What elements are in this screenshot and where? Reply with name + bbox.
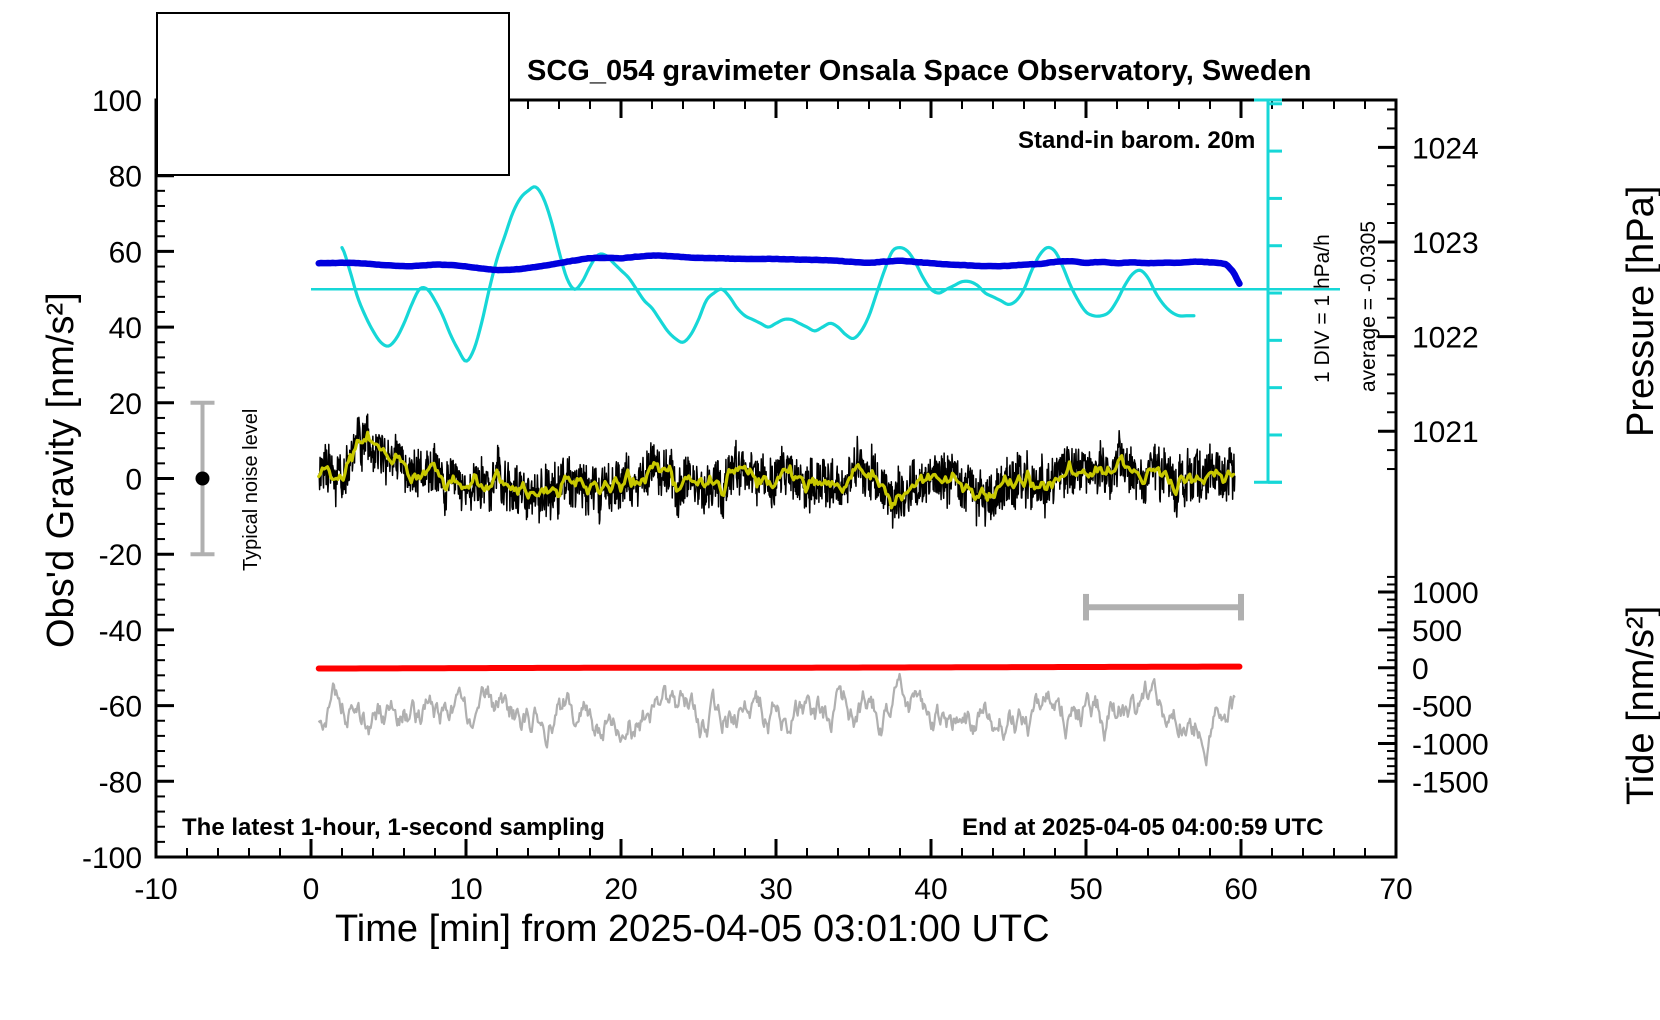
- x-tick-label: 10: [449, 873, 482, 906]
- x-tick-label: 60: [1224, 873, 1257, 906]
- y-tick-label: 80: [109, 161, 142, 194]
- page-title: SCG_054 gravimeter Onsala Space Observat…: [527, 55, 1312, 87]
- right-tide-tick-label: -1000: [1412, 728, 1489, 761]
- y-tick-label: -80: [99, 766, 142, 799]
- series-last-10-min: [317, 672, 1236, 767]
- annotation-typical-noise: Typical noise level: [240, 408, 262, 571]
- right-tide-tick-label: -500: [1412, 691, 1472, 724]
- annotation-end-time: End at 2025-04-05 04:00:59 UTC: [962, 814, 1324, 841]
- right-tide-tick-label: 500: [1412, 615, 1462, 648]
- axis-title-bottom: Time [min] from 2025-04-05 03:01:00 UTC: [335, 908, 1050, 950]
- right-pressure-tick-label: 1021: [1412, 416, 1479, 449]
- y-tick-label: 0: [125, 464, 142, 497]
- y-tick-label: -60: [99, 691, 142, 724]
- x-tick-label: 30: [759, 873, 792, 906]
- x-tick-label: 70: [1379, 873, 1412, 906]
- x-tick-label: 40: [914, 873, 947, 906]
- y-tick-label: 40: [109, 312, 142, 345]
- right-pressure-tick-label: 1022: [1412, 322, 1479, 355]
- x-tick-label: 0: [303, 873, 320, 906]
- right-tide-tick-label: -1500: [1412, 766, 1489, 799]
- annotation-average: average = -0.0305: [1357, 220, 1380, 392]
- axis-title-left: Obs'd Gravity [nm/s²]: [40, 292, 82, 648]
- series-theor-tide: [315, 663, 1243, 672]
- y-tick-label: -100: [82, 842, 142, 875]
- y-tick-label: -20: [99, 539, 142, 572]
- annotation-div-scale: 1 DIV = 1 hPa/h: [1311, 234, 1334, 383]
- x-tick-label: 20: [604, 873, 637, 906]
- annotation-standin-barom: Stand-in barom. 20m: [1018, 127, 1256, 154]
- series-dpdt: [340, 185, 1196, 363]
- right-pressure-tick-label: 1023: [1412, 227, 1479, 260]
- series-pressure: [315, 252, 1243, 287]
- y-tick-label: 100: [92, 85, 142, 118]
- right-tide-tick-label: 1000: [1412, 577, 1479, 610]
- axis-title-right-pressure: Pressure [hPa]: [1620, 185, 1660, 437]
- legend: [156, 12, 510, 176]
- series-residual-smoothed: [317, 430, 1236, 510]
- right-tide-tick-label: 0: [1412, 653, 1429, 686]
- x-tick-label: -10: [134, 873, 177, 906]
- annotation-sampling: The latest 1-hour, 1-second sampling: [182, 814, 605, 841]
- right-pressure-tick-label: 1024: [1412, 132, 1479, 165]
- y-tick-label: -40: [99, 615, 142, 648]
- x-tick-label: 50: [1069, 873, 1102, 906]
- noise-center-dot: [195, 471, 210, 486]
- y-tick-label: 20: [109, 388, 142, 421]
- y-tick-label: 60: [109, 236, 142, 269]
- axis-title-right-tide: Tide [nm/s²]: [1620, 605, 1660, 805]
